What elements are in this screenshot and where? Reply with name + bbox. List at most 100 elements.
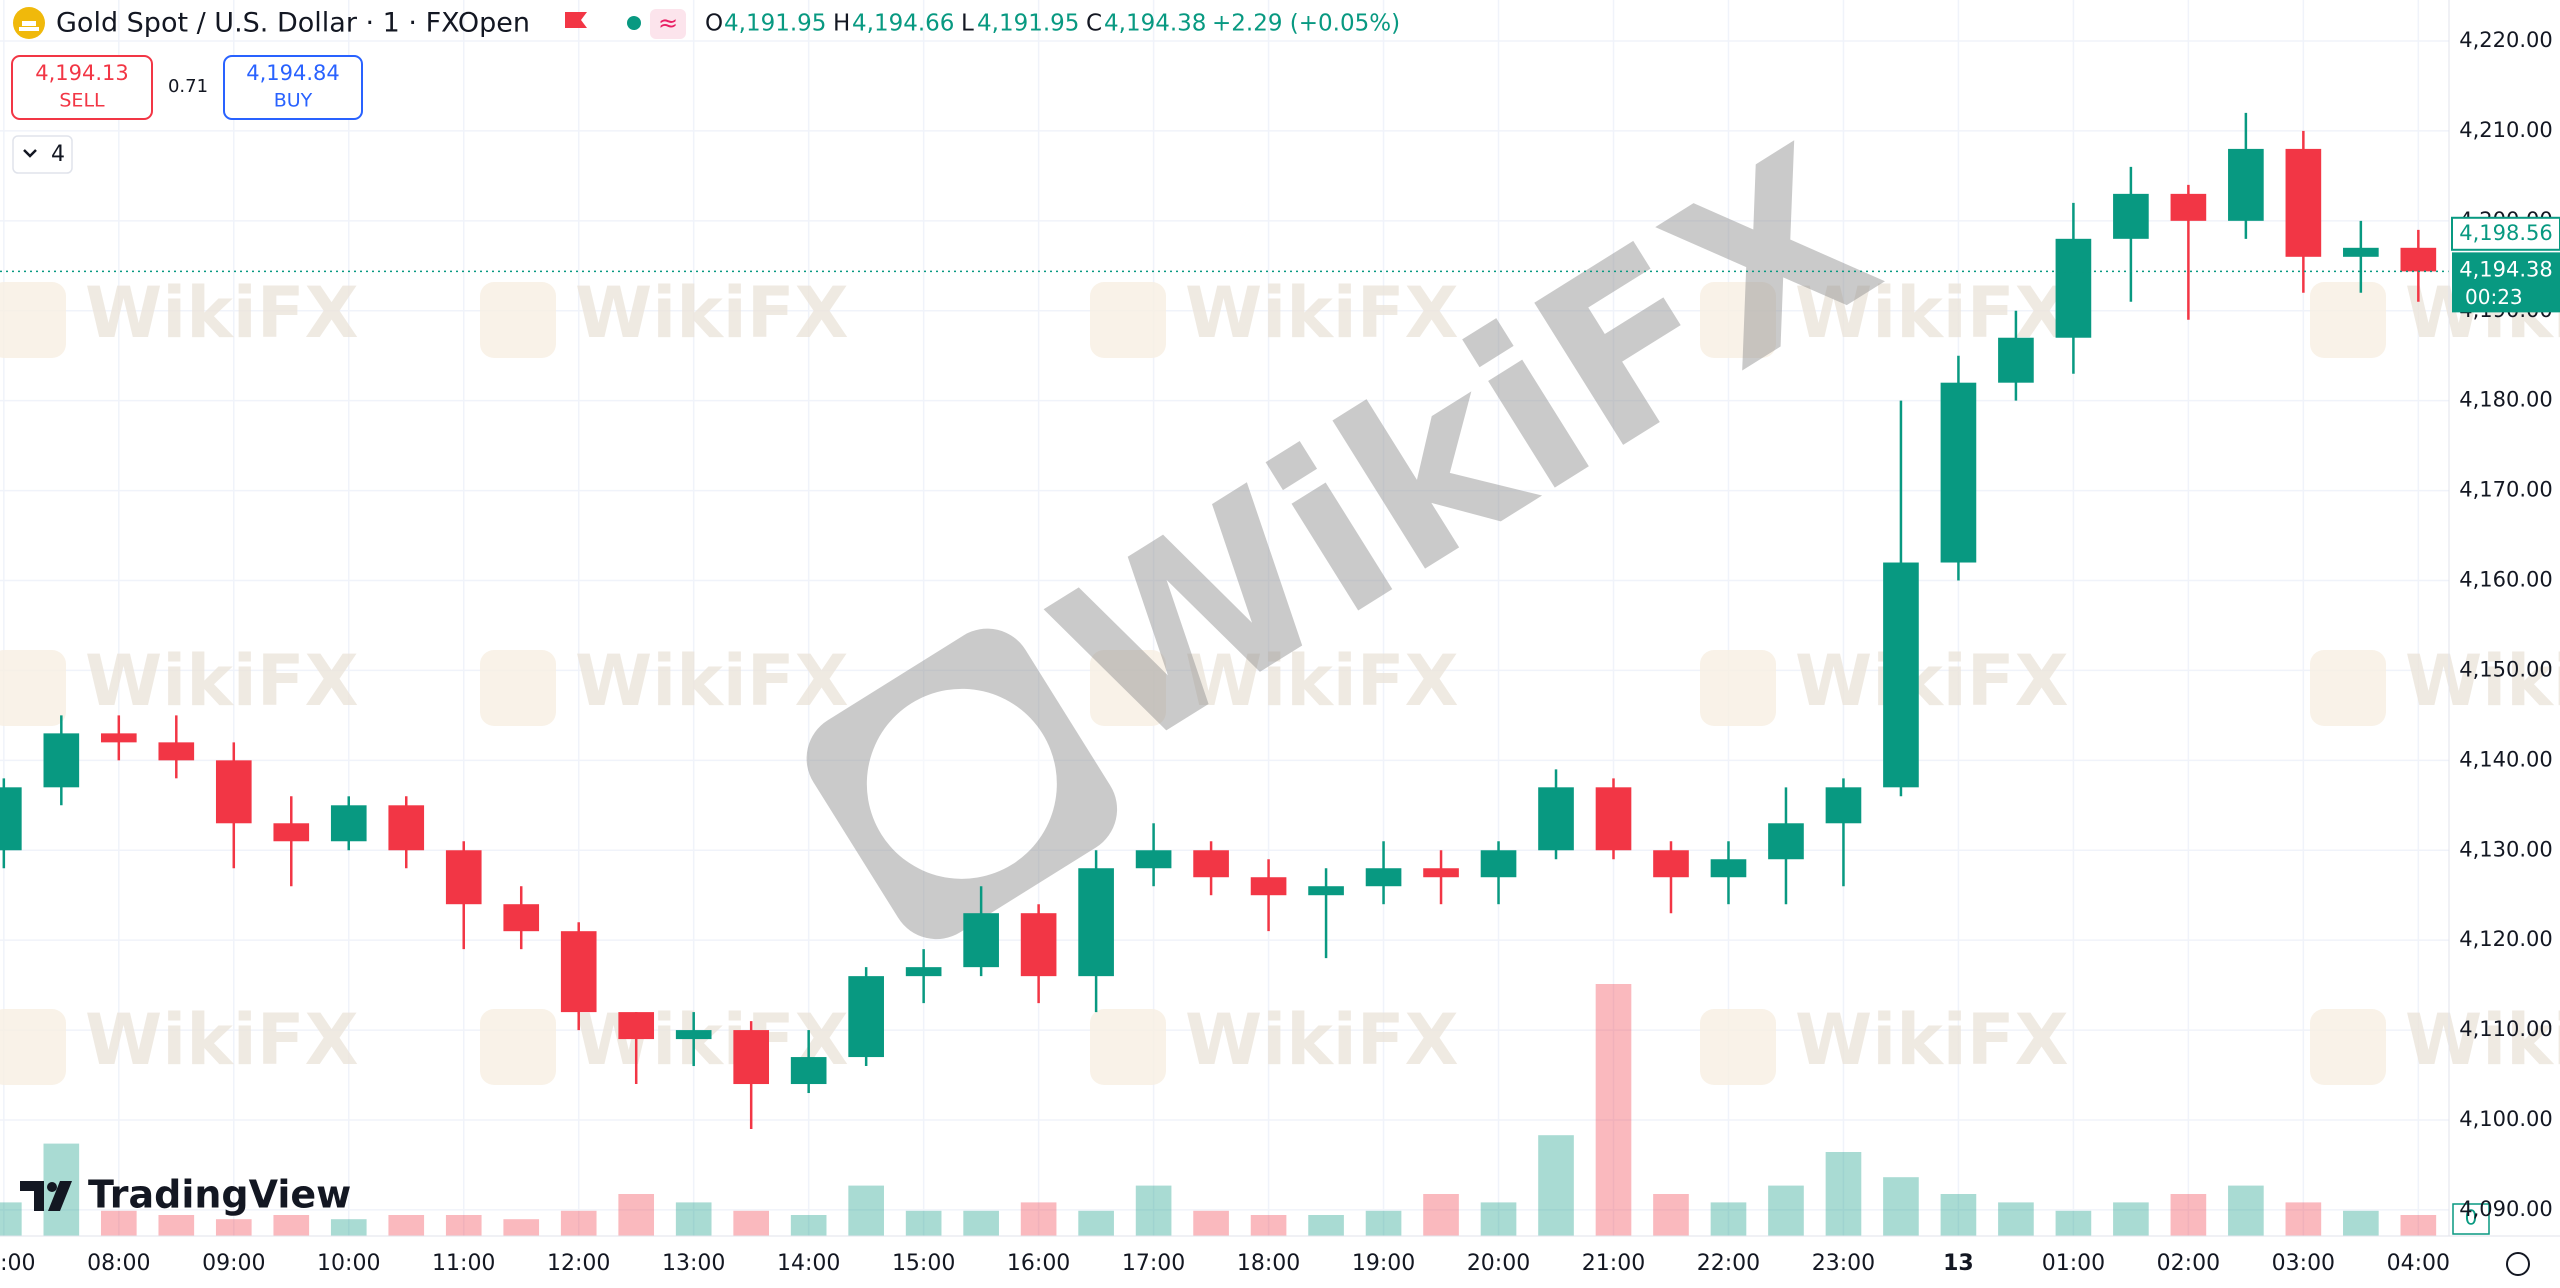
symbol-title[interactable]: Gold Spot / U.S. Dollar · 1 · FXOpen xyxy=(56,8,530,39)
watermark-large-circle xyxy=(866,688,1057,879)
volume-bar xyxy=(2343,1210,2379,1236)
volume-bar xyxy=(1423,1194,1459,1236)
candles xyxy=(0,112,2437,1129)
volume-bar xyxy=(273,1215,310,1236)
volume-bar xyxy=(100,1210,137,1236)
last-price-label: 4,194.38 xyxy=(2459,257,2553,281)
volume-bar xyxy=(2228,1185,2264,1236)
candle-body xyxy=(790,1057,827,1085)
y-tick-label: 4,120.00 xyxy=(2459,927,2553,951)
x-tick-label: 10:00 xyxy=(317,1251,380,1276)
ohlc-high-label: H xyxy=(833,11,850,37)
buy-price: 4,194.84 xyxy=(246,61,340,85)
y-tick-label: 4,150.00 xyxy=(2459,657,2553,681)
x-tick-label: 09:00 xyxy=(202,1251,265,1276)
candle-body xyxy=(1940,382,1977,563)
x-tick-label: 04:00 xyxy=(2387,1251,2450,1276)
watermark-icon xyxy=(2310,282,2386,358)
spread: 0.71 xyxy=(168,76,208,97)
watermark-icon xyxy=(480,1009,556,1085)
volume-bar xyxy=(905,1210,942,1236)
buy-label: BUY xyxy=(274,90,313,112)
candle-body xyxy=(905,967,942,977)
watermark-icon xyxy=(1090,1009,1166,1085)
volume-bar xyxy=(1308,1215,1344,1236)
volume-bars xyxy=(0,984,2437,1236)
candle-body xyxy=(1193,850,1229,878)
volume-bar xyxy=(560,1210,597,1236)
tradingview-logo[interactable]: TradingView xyxy=(20,1173,351,1217)
candle-body xyxy=(215,760,252,824)
sell-button[interactable] xyxy=(11,55,153,120)
volume-bar xyxy=(503,1219,540,1236)
x-tick-label: 08:00 xyxy=(87,1251,150,1276)
volume-bar xyxy=(2400,1215,2437,1236)
candle-body xyxy=(1998,337,2034,383)
candle-body xyxy=(963,913,999,968)
y-tick-label: 4,160.00 xyxy=(2459,568,2553,592)
ohlc-change: +2.29 (+0.05%) xyxy=(1212,11,1400,37)
x-tick-label: 13 xyxy=(1943,1251,1974,1276)
volume-bar xyxy=(445,1215,482,1236)
y-tick-label: 4,220.00 xyxy=(2459,28,2553,52)
countdown-label: 00:23 xyxy=(2465,285,2523,309)
y-tick-label: 4,210.00 xyxy=(2459,118,2553,142)
candle-body xyxy=(1538,787,1574,851)
buy-button[interactable] xyxy=(223,55,363,120)
watermark-text: WikiFX xyxy=(575,272,849,354)
watermark-text: WikiFX xyxy=(575,640,849,722)
volume-bar xyxy=(675,1202,712,1236)
candle-body xyxy=(560,931,597,1013)
overlay: 0 xyxy=(0,270,2490,1235)
watermark-icon xyxy=(2310,1009,2386,1085)
y-tick-label: 4,170.00 xyxy=(2459,478,2553,502)
volume-bar xyxy=(1538,1135,1574,1236)
watermark-icon xyxy=(1090,282,1166,358)
volume-bar xyxy=(1825,1152,1862,1236)
ohlc-high: 4,194.66 xyxy=(852,11,954,37)
volume-bar xyxy=(0,1202,22,1236)
candle-body xyxy=(43,733,80,788)
x-tick-label: 03:00 xyxy=(2272,1251,2335,1276)
volume-bar xyxy=(2170,1194,2207,1236)
watermark-icon xyxy=(0,1009,66,1085)
ohlc-low: 4,191.95 xyxy=(977,11,1079,37)
indicators-toggle[interactable] xyxy=(12,135,73,174)
volume-bar xyxy=(388,1215,425,1236)
candle-body xyxy=(0,787,22,851)
price-marker-box xyxy=(2451,216,2560,251)
sell-price: 4,194.13 xyxy=(35,61,129,85)
flag-icon[interactable] xyxy=(565,12,587,28)
volume-bar xyxy=(1883,1177,1919,1236)
logo-text: TradingView xyxy=(88,1173,351,1217)
price-marker-label: 4,198.56 xyxy=(2459,221,2553,245)
volume-bar xyxy=(963,1210,999,1236)
symbol-icon-bars xyxy=(19,21,39,31)
ohlc-close-label: C xyxy=(1086,11,1102,37)
candle-body xyxy=(503,904,540,932)
chevron-icon xyxy=(23,149,37,158)
settings-button[interactable] xyxy=(2506,1252,2530,1276)
x-tick-label: 07:00 xyxy=(0,1251,36,1276)
x-tick-label: 15:00 xyxy=(892,1251,955,1276)
candle-body xyxy=(1365,868,1402,887)
volume-bar xyxy=(790,1215,827,1236)
watermark-icon xyxy=(1700,650,1776,726)
data-status-icon: ≈ xyxy=(658,9,678,37)
volume-bar xyxy=(848,1185,884,1236)
candle-body xyxy=(675,1030,712,1040)
ohlc-open-label: O xyxy=(705,11,723,37)
data-status-box[interactable] xyxy=(650,9,686,39)
candle-body xyxy=(2400,247,2437,272)
candle-body xyxy=(1078,868,1114,977)
watermark-text: WikiFX xyxy=(85,999,359,1081)
market-status[interactable] xyxy=(627,16,641,30)
candle-body xyxy=(2285,148,2322,257)
x-tick-label: 19:00 xyxy=(1352,1251,1415,1276)
y-tick-label: 4,180.00 xyxy=(2459,388,2553,412)
watermark-text: WikiFX xyxy=(1185,272,1459,354)
candle-body xyxy=(1710,859,1747,878)
x-tick-label: 21:00 xyxy=(1582,1251,1645,1276)
logo-mark xyxy=(20,1181,72,1211)
